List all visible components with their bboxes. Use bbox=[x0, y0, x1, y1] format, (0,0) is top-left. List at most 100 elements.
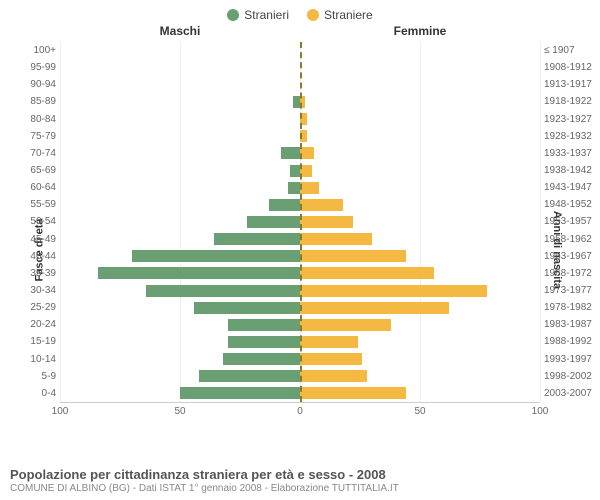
bar-half-female bbox=[300, 385, 540, 402]
bar-female bbox=[300, 370, 367, 382]
age-label: 55-59 bbox=[12, 199, 56, 210]
age-label: 30-34 bbox=[12, 285, 56, 296]
swatch-female bbox=[307, 9, 319, 21]
age-label: 75-79 bbox=[12, 131, 56, 142]
bar-half-female bbox=[300, 76, 540, 93]
x-tick-label: 50 bbox=[174, 406, 185, 417]
bar-half-female bbox=[300, 316, 540, 333]
x-tick-label: 100 bbox=[52, 406, 69, 417]
bar-female bbox=[300, 302, 449, 314]
birth-label: 1938-1942 bbox=[544, 165, 596, 176]
bar-male bbox=[293, 96, 300, 108]
legend-label-female: Straniere bbox=[324, 8, 373, 22]
birth-label: 1983-1987 bbox=[544, 319, 596, 330]
footer: Popolazione per cittadinanza straniera p… bbox=[10, 467, 590, 494]
age-label: 95-99 bbox=[12, 62, 56, 73]
birth-label: 1963-1967 bbox=[544, 251, 596, 262]
bar-female bbox=[300, 147, 314, 159]
age-label: 50-54 bbox=[12, 216, 56, 227]
birth-label: 1978-1982 bbox=[544, 302, 596, 313]
birth-label: 1913-1917 bbox=[544, 79, 596, 90]
bar-half-male bbox=[60, 93, 300, 110]
birth-label: 1988-1992 bbox=[544, 336, 596, 347]
x-tick-label: 0 bbox=[297, 406, 303, 417]
bar-male bbox=[247, 216, 300, 228]
birth-label: 1943-1947 bbox=[544, 182, 596, 193]
bar-half-male bbox=[60, 76, 300, 93]
bar-half-male bbox=[60, 231, 300, 248]
bar-female bbox=[300, 233, 372, 245]
age-label: 45-49 bbox=[12, 234, 56, 245]
header-female: Femmine bbox=[300, 24, 540, 38]
bar-male bbox=[228, 336, 300, 348]
bar-male bbox=[199, 370, 300, 382]
bar-half-male bbox=[60, 145, 300, 162]
bar-female bbox=[300, 387, 406, 399]
bar-female bbox=[300, 353, 362, 365]
x-tick-label: 100 bbox=[532, 406, 549, 417]
x-axis: 10050050100 bbox=[60, 402, 540, 422]
bar-male bbox=[290, 165, 300, 177]
bar-half-female bbox=[300, 111, 540, 128]
birth-label: 1928-1932 bbox=[544, 131, 596, 142]
bar-female bbox=[300, 182, 319, 194]
bar-half-female bbox=[300, 145, 540, 162]
bar-half-female bbox=[300, 162, 540, 179]
bar-half-female bbox=[300, 213, 540, 230]
bar-female bbox=[300, 267, 434, 279]
bar-half-female bbox=[300, 333, 540, 350]
age-label: 80-84 bbox=[12, 114, 56, 125]
bar-male bbox=[281, 147, 300, 159]
bar-male bbox=[132, 250, 300, 262]
age-label: 65-69 bbox=[12, 165, 56, 176]
bar-male bbox=[180, 387, 300, 399]
legend-label-male: Stranieri bbox=[244, 8, 289, 22]
bar-half-female bbox=[300, 248, 540, 265]
age-label: 0-4 bbox=[12, 388, 56, 399]
bar-half-male bbox=[60, 111, 300, 128]
x-tick-label: 50 bbox=[414, 406, 425, 417]
bar-female bbox=[300, 199, 343, 211]
bar-male bbox=[269, 199, 300, 211]
legend-item-female: Straniere bbox=[307, 8, 373, 22]
bar-female bbox=[300, 285, 487, 297]
bar-half-female bbox=[300, 351, 540, 368]
bar-half-female bbox=[300, 282, 540, 299]
legend: Stranieri Straniere bbox=[0, 0, 600, 24]
bar-half-male bbox=[60, 265, 300, 282]
bar-half-male bbox=[60, 351, 300, 368]
bar-half-female bbox=[300, 179, 540, 196]
bar-half-male bbox=[60, 368, 300, 385]
bar-half-female bbox=[300, 93, 540, 110]
bar-half-male bbox=[60, 179, 300, 196]
bar-half-male bbox=[60, 213, 300, 230]
bar-male bbox=[223, 353, 300, 365]
chart-title: Popolazione per cittadinanza straniera p… bbox=[10, 467, 590, 482]
bar-half-female bbox=[300, 299, 540, 316]
age-label: 10-14 bbox=[12, 354, 56, 365]
birth-label: 1923-1927 bbox=[544, 114, 596, 125]
birth-label: 1968-1972 bbox=[544, 268, 596, 279]
birth-label: 1973-1977 bbox=[544, 285, 596, 296]
bar-half-male bbox=[60, 385, 300, 402]
bar-male bbox=[288, 182, 300, 194]
bar-half-female bbox=[300, 368, 540, 385]
bar-half-male bbox=[60, 196, 300, 213]
age-label: 85-89 bbox=[12, 96, 56, 107]
bar-half-male bbox=[60, 333, 300, 350]
bar-female bbox=[300, 216, 353, 228]
chart-area: 100+≤ 190795-991908-191290-941913-191785… bbox=[60, 42, 540, 422]
birth-label: 1908-1912 bbox=[544, 62, 596, 73]
bar-half-female bbox=[300, 42, 540, 59]
age-label: 15-19 bbox=[12, 336, 56, 347]
birth-label: 1958-1962 bbox=[544, 234, 596, 245]
age-label: 70-74 bbox=[12, 148, 56, 159]
bar-half-female bbox=[300, 265, 540, 282]
bar-male bbox=[146, 285, 300, 297]
bar-female bbox=[300, 336, 358, 348]
bar-male bbox=[194, 302, 300, 314]
bar-half-female bbox=[300, 196, 540, 213]
age-label: 90-94 bbox=[12, 79, 56, 90]
bar-half-male bbox=[60, 162, 300, 179]
bar-half-female bbox=[300, 128, 540, 145]
